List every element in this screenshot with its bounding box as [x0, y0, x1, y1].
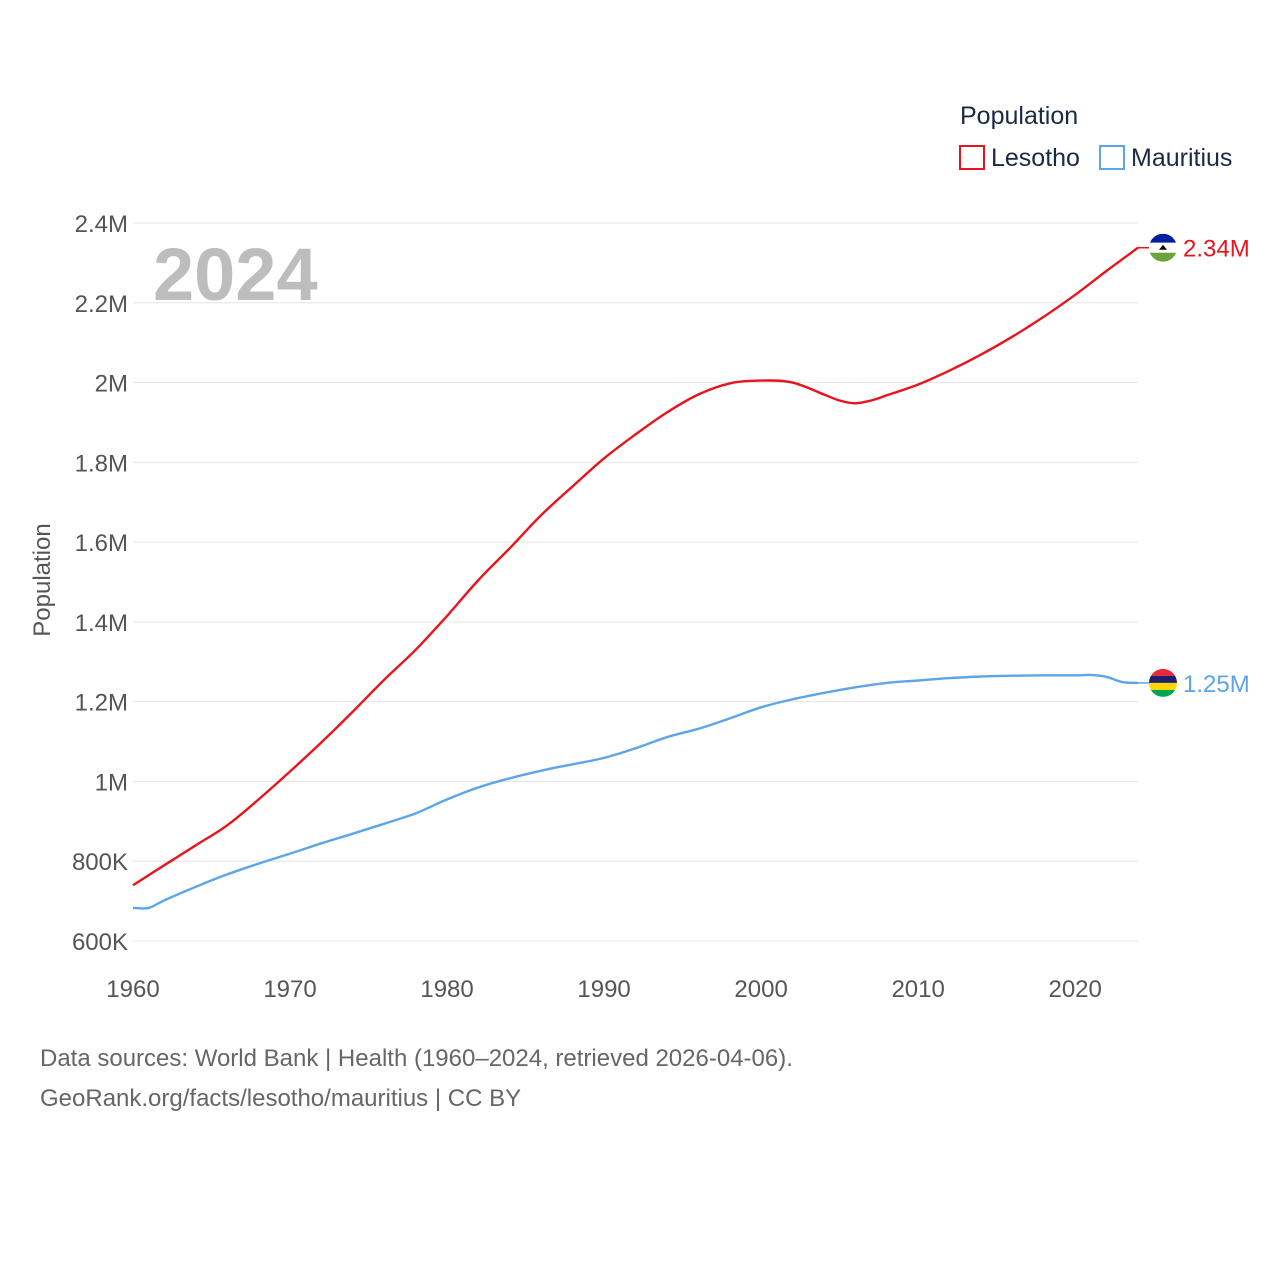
y-tick-label: 2.2M: [75, 291, 128, 318]
y-tick-label: 2M: [95, 371, 128, 398]
legend-label-mauritius: Mauritius: [1131, 144, 1232, 172]
x-tick-label: 1990: [577, 976, 630, 1003]
y-tick-label: 2.4M: [75, 211, 128, 238]
y-tick-label: 1.8M: [75, 450, 128, 477]
end-label-lesotho: 2.34M: [1183, 236, 1250, 263]
y-tick-label: 600K: [72, 929, 128, 956]
legend: Population Lesotho Mauritius: [959, 102, 1232, 172]
y-tick-label: 800K: [72, 849, 128, 876]
legend-title: Population: [960, 102, 1078, 130]
x-tick-label: 1960: [106, 976, 159, 1003]
footer-sources: Data sources: World Bank | Health (1960–…: [40, 1045, 793, 1072]
series-layer: [132, 246, 1139, 910]
y-tick-label: 1.2M: [75, 690, 128, 717]
y-axis-ticks: 600K 800K 1M 1.2M 1.4M 1.6M 1.8M 2M 2.2M 2.4M: [72, 211, 128, 956]
footer-attribution[interactable]: GeoRank.org/facts/lesotho/mauritius | CC…: [40, 1085, 522, 1112]
legend-label-lesotho: Lesotho: [991, 144, 1080, 172]
series-line-mauritius[interactable]: [132, 673, 1139, 910]
legend-item-lesotho[interactable]: Lesotho: [959, 144, 1080, 172]
endpoint-layer: 2.34M 1.25M: [1138, 233, 1250, 698]
grid-layer: [133, 222, 1138, 942]
mauritius-flag-icon: [1149, 668, 1177, 697]
x-tick-label: 2000: [734, 976, 787, 1003]
lesotho-flag-icon: [1149, 233, 1177, 262]
y-axis-label: Population: [29, 523, 56, 636]
end-label-mauritius: 1.25M: [1183, 671, 1250, 698]
x-tick-label: 1980: [420, 976, 473, 1003]
x-tick-label: 1970: [263, 976, 316, 1003]
legend-swatch-mauritius: [1099, 145, 1125, 170]
legend-swatch-lesotho: [959, 145, 985, 170]
series-line-lesotho[interactable]: [132, 246, 1139, 887]
x-tick-label: 2020: [1048, 976, 1101, 1003]
year-label: 2024: [153, 233, 318, 316]
legend-item-mauritius[interactable]: Mauritius: [1099, 144, 1232, 172]
x-axis-ticks: 1960 1970 1980 1990 2000 2010 2020: [106, 976, 1102, 1003]
y-tick-label: 1M: [95, 769, 128, 796]
y-tick-label: 1.6M: [75, 530, 128, 557]
y-tick-label: 1.4M: [75, 610, 128, 637]
x-tick-label: 2010: [891, 976, 944, 1003]
